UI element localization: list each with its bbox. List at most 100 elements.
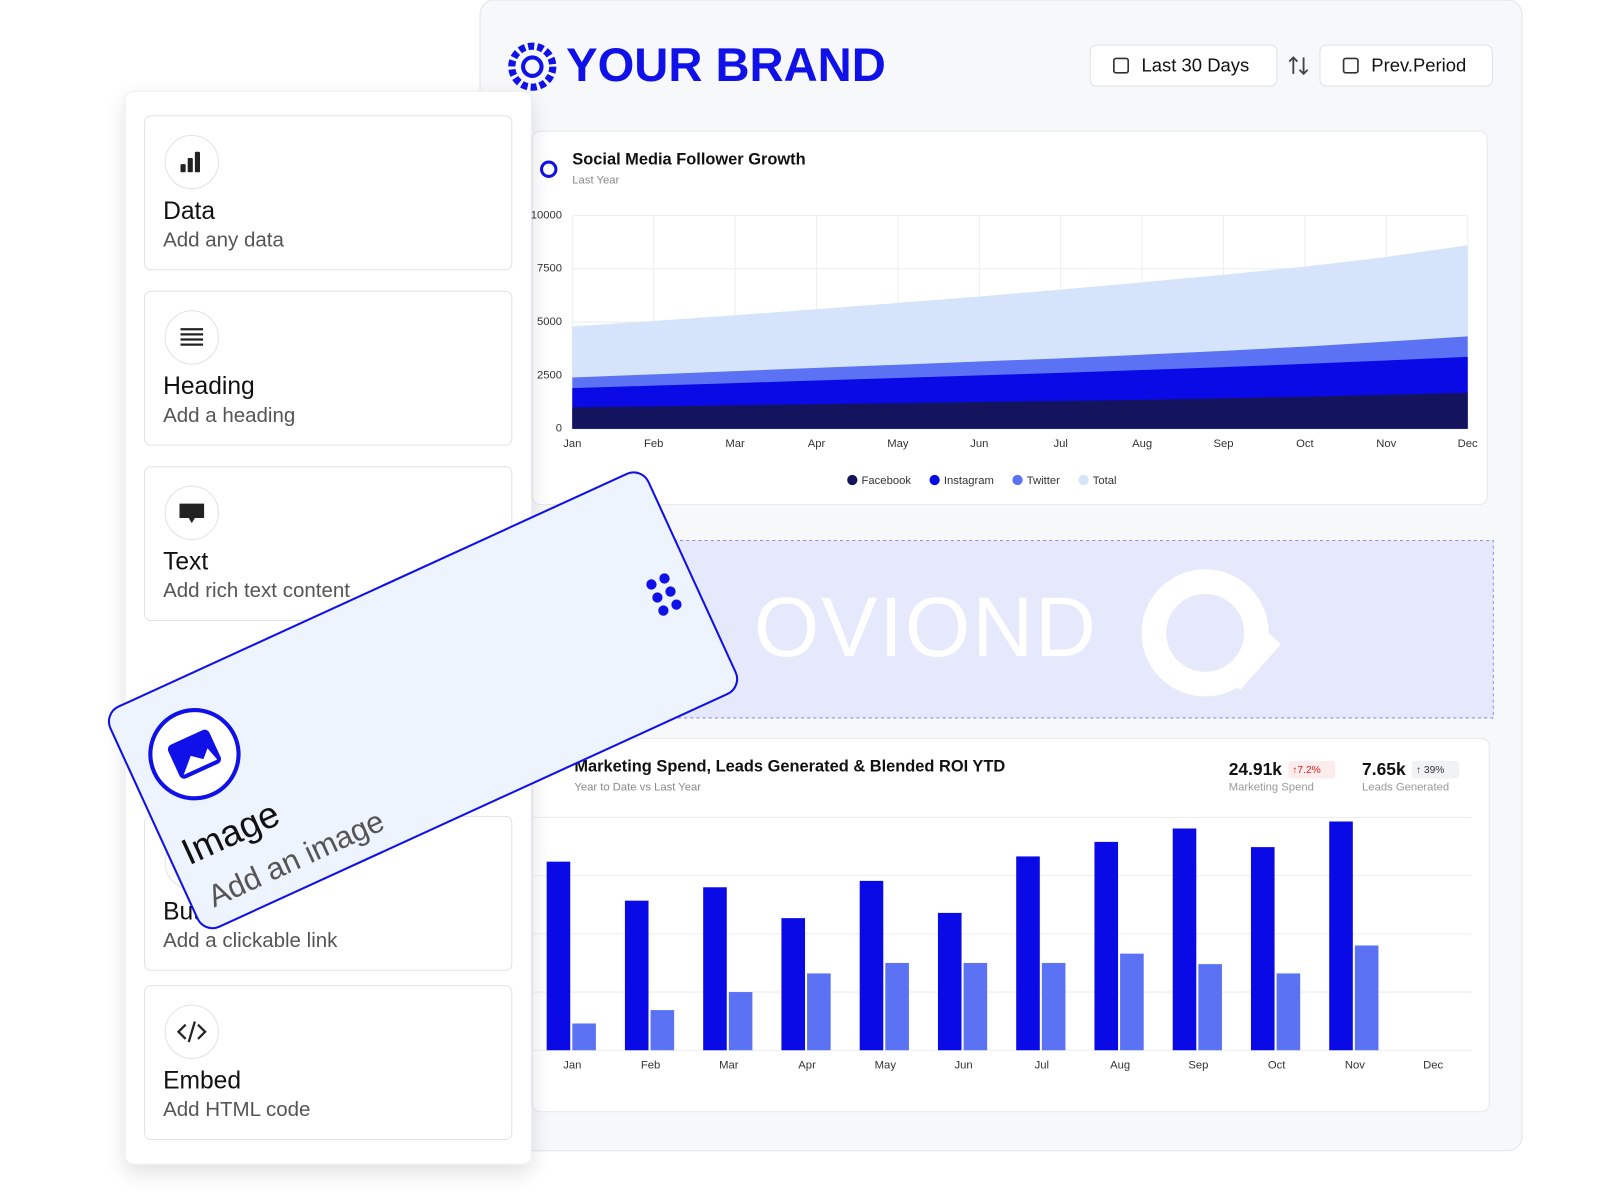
- x-tick-label: Jun: [970, 438, 988, 450]
- banner-logo: OVIOND: [754, 580, 1098, 674]
- x-tick-label: Oct: [1268, 1060, 1286, 1072]
- bar: [859, 880, 884, 1051]
- palette-title: Heading: [163, 373, 255, 400]
- bar: [572, 1023, 596, 1051]
- bar: [1250, 847, 1275, 1051]
- bar: [728, 992, 753, 1051]
- swap-icon[interactable]: [1288, 56, 1309, 76]
- dragged-card[interactable]: Image Add an image: [104, 467, 743, 933]
- bar: [703, 887, 727, 1051]
- x-tick-label: Mar: [725, 438, 745, 450]
- x-tick-label: Aug: [1110, 1060, 1130, 1072]
- x-tick-label: Oct: [1296, 438, 1314, 450]
- kpi-change: ↑7.2%: [1292, 765, 1320, 776]
- calendar-icon: [1342, 57, 1359, 74]
- legend-swatch: [847, 474, 858, 486]
- x-tick-label: Dec: [1458, 438, 1478, 450]
- kpi-change: ↑ 39%: [1416, 765, 1445, 776]
- palette-icon: [164, 310, 219, 365]
- legend-label: Instagram: [944, 475, 994, 487]
- calendar-icon: [1113, 57, 1130, 74]
- brand: YOUR BRAND: [566, 38, 886, 91]
- bar: [937, 912, 962, 1051]
- bar: [807, 973, 831, 1051]
- bar: [885, 962, 909, 1051]
- x-tick-label: Nov: [1345, 1060, 1365, 1072]
- y-tick-label: 5000: [537, 316, 562, 328]
- image-glyph: [183, 748, 218, 775]
- compare-button[interactable]: [1319, 44, 1493, 87]
- chart-title: Social Media Follower Growth: [572, 150, 805, 168]
- drag-handle[interactable]: [645, 572, 684, 618]
- icon-glyph: [180, 164, 186, 173]
- chart-subtitle: Year to Date vs Last Year: [574, 782, 701, 794]
- bar: [1041, 962, 1066, 1051]
- bar: [1354, 945, 1379, 1051]
- y-tick-label: 0: [556, 423, 562, 435]
- x-tick-label: Jul: [1053, 438, 1067, 450]
- date-button[interactable]: [1089, 44, 1278, 87]
- x-tick-label: Feb: [641, 1060, 660, 1072]
- palette-subtitle: Add rich text content: [163, 579, 350, 602]
- bar: [963, 962, 988, 1051]
- chart-card: [531, 737, 1490, 1113]
- x-tick-label: Jun: [955, 1060, 973, 1072]
- icon-glyph: [176, 1021, 207, 1043]
- y-tick-label: 10000: [531, 209, 562, 221]
- x-tick-label: Nov: [1376, 438, 1396, 450]
- x-tick-label: Apr: [798, 1060, 816, 1072]
- brand-logo: [508, 42, 557, 91]
- x-tick-label: Aug: [1132, 438, 1152, 450]
- palette-subtitle: Add a clickable link: [163, 929, 338, 952]
- card-icon: [539, 160, 558, 178]
- area: [572, 392, 1468, 429]
- x-tick-label: Jul: [1035, 1060, 1049, 1072]
- x-tick-label: Dec: [1423, 1060, 1443, 1072]
- button-label[interactable]: Prev.Period: [1371, 55, 1466, 76]
- banner-mark: [1141, 569, 1281, 697]
- icon-glyph: [194, 151, 200, 173]
- legend-label: Twitter: [1027, 475, 1060, 487]
- x-tick-label: Jan: [563, 438, 581, 450]
- x-tick-label: Sep: [1213, 438, 1233, 450]
- palette-title: Data: [163, 198, 215, 225]
- icon-glyph: [179, 503, 205, 524]
- bar: [1329, 821, 1353, 1051]
- palette-title: Embed: [163, 1068, 241, 1095]
- kpi-label: Leads Generated: [1362, 782, 1449, 794]
- kpi-change-badge: [1411, 761, 1459, 779]
- palette-card[interactable]: [144, 290, 513, 446]
- x-tick-label: May: [875, 1060, 897, 1072]
- kpi-change-badge: [1288, 761, 1336, 779]
- x-tick-label: Mar: [719, 1060, 739, 1072]
- legend-swatch: [1012, 474, 1023, 486]
- x-tick-label: May: [887, 438, 909, 450]
- icon-glyph: [187, 157, 193, 173]
- y-tick-label: 2500: [537, 369, 562, 381]
- bar: [1094, 841, 1119, 1051]
- chart-title: Marketing Spend, Leads Generated & Blend…: [574, 758, 1005, 776]
- kpi-value: 24.91k: [1229, 759, 1283, 779]
- x-tick-label: Apr: [808, 438, 826, 450]
- legend-label: Total: [1093, 475, 1117, 487]
- button-label[interactable]: Last 30 Days: [1142, 55, 1250, 76]
- palette-title: Text: [163, 549, 208, 576]
- chart-subtitle: Last Year: [572, 174, 619, 186]
- palette-card[interactable]: [144, 115, 513, 271]
- bar: [1172, 828, 1197, 1051]
- y-tick-label: 7500: [537, 263, 562, 275]
- x-tick-label: Feb: [644, 438, 663, 450]
- palette-subtitle: Add HTML code: [163, 1098, 310, 1121]
- bar: [1198, 964, 1222, 1051]
- bar: [1016, 856, 1040, 1051]
- card-body[interactable]: [104, 467, 743, 933]
- legend-label: Facebook: [862, 475, 912, 487]
- palette-card[interactable]: [144, 985, 513, 1140]
- kpi-value: 7.65k: [1362, 759, 1406, 779]
- palette-subtitle: Add a heading: [163, 404, 295, 427]
- image-glyph: [167, 729, 221, 779]
- bar: [650, 1010, 675, 1051]
- kpi-label: Marketing Spend: [1229, 782, 1314, 794]
